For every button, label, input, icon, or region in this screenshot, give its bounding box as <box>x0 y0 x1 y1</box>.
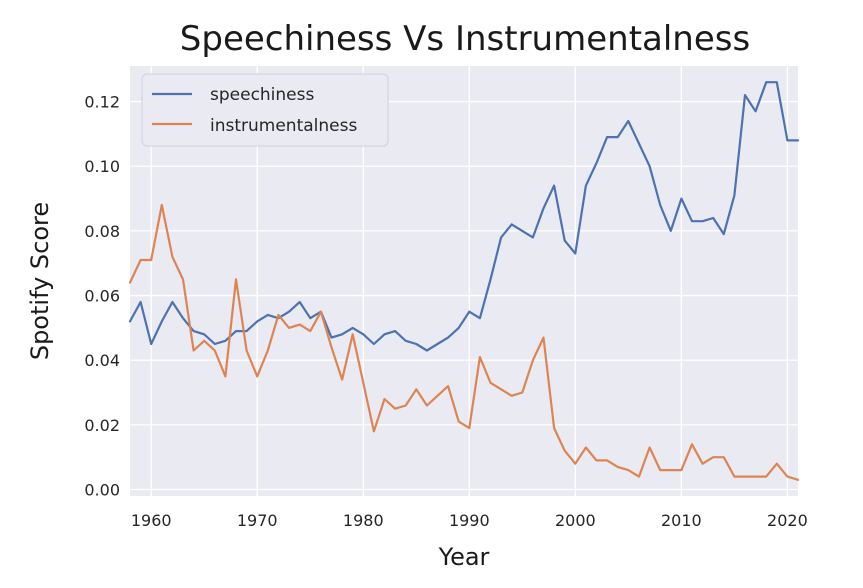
y-tick-label: 0.04 <box>84 351 120 370</box>
x-tick-label: 2000 <box>555 511 596 530</box>
x-tick-label: 2010 <box>661 511 702 530</box>
series-layer <box>128 81 800 481</box>
x-axis-title: Year <box>438 543 490 571</box>
y-axis-ticks: 0.00 0.02 0.04 0.06 0.08 0.10 0.12 <box>84 93 120 500</box>
x-tick-label: 1970 <box>237 511 278 530</box>
y-tick-label: 0.00 <box>84 481 120 500</box>
y-axis-title: Spotify Score <box>26 202 54 360</box>
x-tick-label: 1990 <box>449 511 490 530</box>
series-line-instrumentalness <box>128 203 800 481</box>
legend-label-speechiness: speechiness <box>210 85 315 105</box>
x-axis-ticks: 1960 1970 1980 1990 2000 2010 2020 <box>131 511 808 530</box>
y-tick-label: 0.10 <box>84 157 120 176</box>
x-tick-label: 2020 <box>767 511 808 530</box>
series-line-speechiness <box>128 81 800 352</box>
y-tick-label: 0.06 <box>84 287 120 306</box>
chart-title: Speechiness Vs Instrumentalness <box>180 19 750 59</box>
x-tick-label: 1980 <box>343 511 384 530</box>
y-tick-label: 0.08 <box>84 222 120 241</box>
x-tick-label: 1960 <box>131 511 172 530</box>
y-tick-label: 0.12 <box>84 93 120 112</box>
y-tick-label: 0.02 <box>84 416 120 435</box>
legend-label-instrumentalness: instrumentalness <box>210 116 357 136</box>
legend: speechiness instrumentalness <box>141 73 389 147</box>
legend-box <box>141 73 389 147</box>
